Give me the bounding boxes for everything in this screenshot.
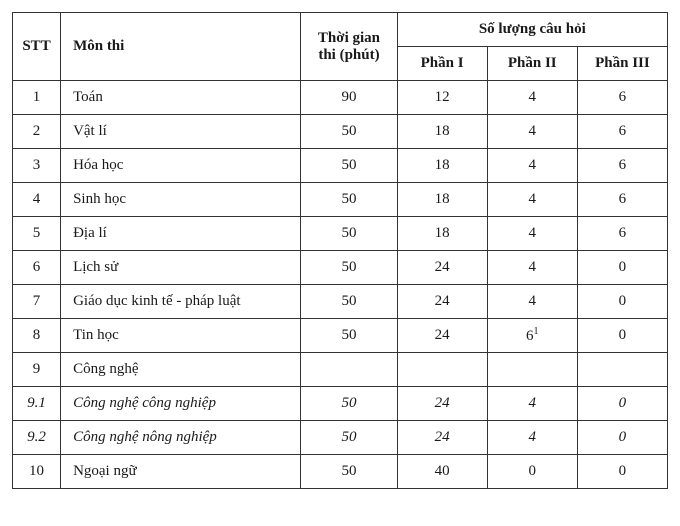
cell-phan3: 6 bbox=[577, 217, 667, 251]
cell-mon: Địa lí bbox=[61, 217, 301, 251]
cell-phan2: 0 bbox=[487, 455, 577, 489]
cell-phan1: 24 bbox=[397, 319, 487, 353]
table-row: 9.1Công nghệ công nghiệp502440 bbox=[13, 387, 668, 421]
cell-phan3: 6 bbox=[577, 183, 667, 217]
cell-stt: 8 bbox=[13, 319, 61, 353]
cell-mon: Công nghệ công nghiệp bbox=[61, 387, 301, 421]
cell-phan2: 4 bbox=[487, 251, 577, 285]
cell-phan3: 0 bbox=[577, 387, 667, 421]
cell-mon: Sinh học bbox=[61, 183, 301, 217]
cell-mon: Giáo dục kinh tế - pháp luật bbox=[61, 285, 301, 319]
cell-mon: Công nghệ nông nghiệp bbox=[61, 421, 301, 455]
cell-phan1: 24 bbox=[397, 421, 487, 455]
table-row: 3Hóa học501846 bbox=[13, 149, 668, 183]
cell-phan1 bbox=[397, 353, 487, 387]
table-row: 9Công nghệ bbox=[13, 353, 668, 387]
cell-phan1: 18 bbox=[397, 115, 487, 149]
cell-time: 50 bbox=[301, 455, 397, 489]
cell-phan3: 6 bbox=[577, 115, 667, 149]
cell-phan2: 61 bbox=[487, 319, 577, 353]
header-so-luong: Số lượng câu hỏi bbox=[397, 13, 667, 47]
cell-phan3: 0 bbox=[577, 455, 667, 489]
cell-phan2-footnote: 1 bbox=[533, 326, 538, 337]
cell-stt: 5 bbox=[13, 217, 61, 251]
table-row: 6Lịch sử502440 bbox=[13, 251, 668, 285]
cell-stt: 1 bbox=[13, 81, 61, 115]
cell-phan3: 6 bbox=[577, 81, 667, 115]
cell-mon: Ngoại ngữ bbox=[61, 455, 301, 489]
cell-time: 50 bbox=[301, 183, 397, 217]
cell-phan2: 4 bbox=[487, 387, 577, 421]
table-body: 1Toán9012462Vật lí5018463Hóa học5018464S… bbox=[13, 81, 668, 489]
header-phan-3: Phần III bbox=[577, 47, 667, 81]
cell-stt: 3 bbox=[13, 149, 61, 183]
cell-phan3: 0 bbox=[577, 319, 667, 353]
cell-phan2: 4 bbox=[487, 183, 577, 217]
cell-phan1: 12 bbox=[397, 81, 487, 115]
cell-phan2: 4 bbox=[487, 421, 577, 455]
cell-phan1: 24 bbox=[397, 285, 487, 319]
cell-phan3: 0 bbox=[577, 251, 667, 285]
cell-phan2 bbox=[487, 353, 577, 387]
header-phan-2: Phần II bbox=[487, 47, 577, 81]
cell-stt: 2 bbox=[13, 115, 61, 149]
cell-phan1: 24 bbox=[397, 251, 487, 285]
cell-time bbox=[301, 353, 397, 387]
table-row: 8Tin học5024610 bbox=[13, 319, 668, 353]
cell-phan1: 18 bbox=[397, 149, 487, 183]
cell-mon: Hóa học bbox=[61, 149, 301, 183]
cell-phan1: 40 bbox=[397, 455, 487, 489]
cell-mon: Toán bbox=[61, 81, 301, 115]
table-row: 10Ngoại ngữ504000 bbox=[13, 455, 668, 489]
cell-phan2: 4 bbox=[487, 81, 577, 115]
cell-mon: Tin học bbox=[61, 319, 301, 353]
cell-time: 50 bbox=[301, 251, 397, 285]
cell-phan2: 4 bbox=[487, 149, 577, 183]
cell-mon: Lịch sử bbox=[61, 251, 301, 285]
cell-phan3: 0 bbox=[577, 285, 667, 319]
header-mon-thi: Môn thi bbox=[61, 13, 301, 81]
cell-time: 50 bbox=[301, 115, 397, 149]
table-row: 1Toán901246 bbox=[13, 81, 668, 115]
cell-time: 50 bbox=[301, 387, 397, 421]
cell-stt: 9.2 bbox=[13, 421, 61, 455]
cell-stt: 7 bbox=[13, 285, 61, 319]
table-row: 4Sinh học501846 bbox=[13, 183, 668, 217]
cell-stt: 4 bbox=[13, 183, 61, 217]
cell-time: 50 bbox=[301, 217, 397, 251]
cell-mon: Vật lí bbox=[61, 115, 301, 149]
cell-mon: Công nghệ bbox=[61, 353, 301, 387]
cell-phan1: 18 bbox=[397, 217, 487, 251]
cell-phan2: 4 bbox=[487, 285, 577, 319]
table-row: 9.2Công nghệ nông nghiệp502440 bbox=[13, 421, 668, 455]
cell-time: 50 bbox=[301, 149, 397, 183]
header-stt: STT bbox=[13, 13, 61, 81]
cell-time: 50 bbox=[301, 285, 397, 319]
cell-stt: 9 bbox=[13, 353, 61, 387]
cell-time: 90 bbox=[301, 81, 397, 115]
cell-phan3: 0 bbox=[577, 421, 667, 455]
cell-stt: 9.1 bbox=[13, 387, 61, 421]
header-thoi-gian: Thời gian thi (phút) bbox=[301, 13, 397, 81]
cell-phan2: 4 bbox=[487, 115, 577, 149]
cell-phan1: 18 bbox=[397, 183, 487, 217]
cell-phan2: 4 bbox=[487, 217, 577, 251]
table-row: 5Địa lí501846 bbox=[13, 217, 668, 251]
header-phan-1: Phần I bbox=[397, 47, 487, 81]
cell-stt: 6 bbox=[13, 251, 61, 285]
table-row: 7Giáo dục kinh tế - pháp luật502440 bbox=[13, 285, 668, 319]
cell-time: 50 bbox=[301, 319, 397, 353]
cell-phan1: 24 bbox=[397, 387, 487, 421]
exam-subjects-table: STT Môn thi Thời gian thi (phút) Số lượn… bbox=[12, 12, 668, 489]
cell-stt: 10 bbox=[13, 455, 61, 489]
table-header: STT Môn thi Thời gian thi (phút) Số lượn… bbox=[13, 13, 668, 81]
cell-time: 50 bbox=[301, 421, 397, 455]
cell-phan3 bbox=[577, 353, 667, 387]
cell-phan3: 6 bbox=[577, 149, 667, 183]
table-row: 2Vật lí501846 bbox=[13, 115, 668, 149]
